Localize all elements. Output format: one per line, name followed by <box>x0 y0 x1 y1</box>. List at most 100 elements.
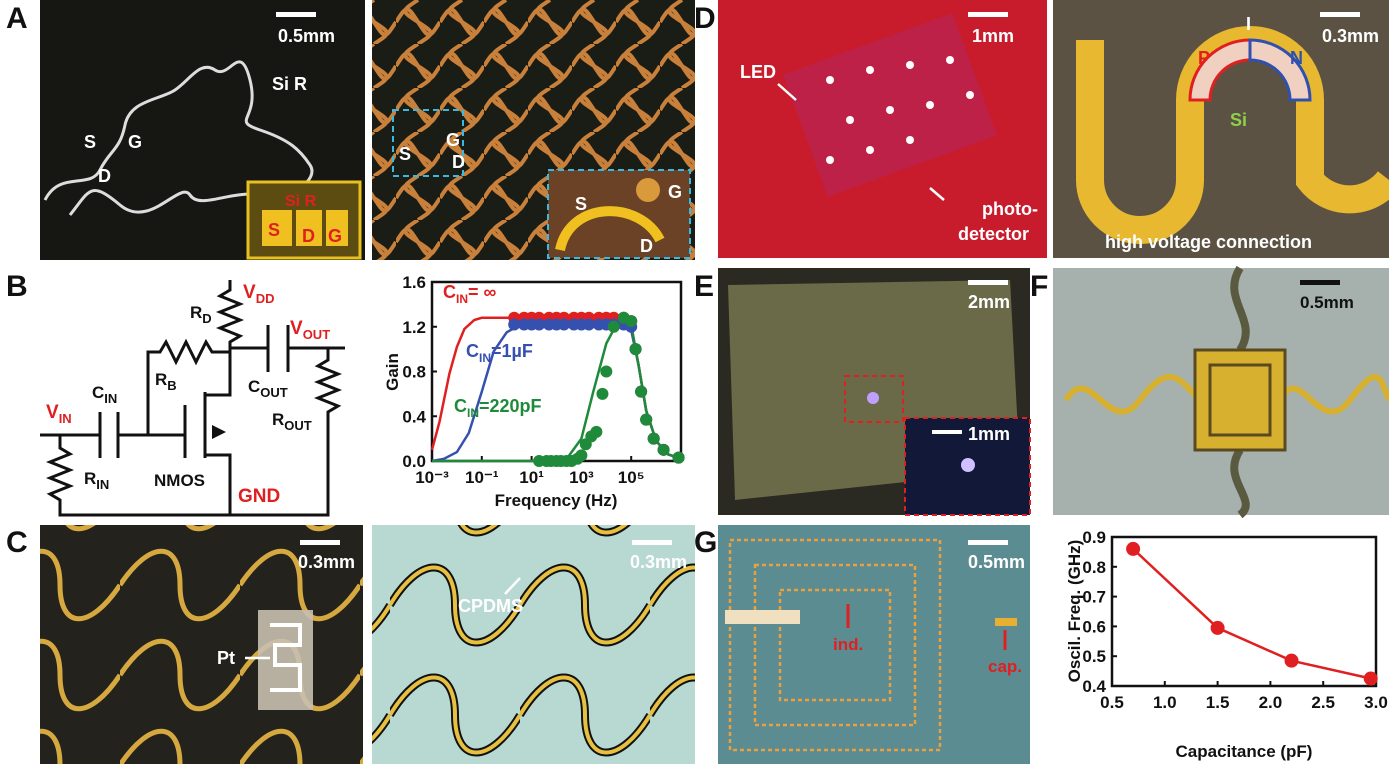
label: I <box>1246 14 1251 34</box>
inset-scale-bar-label: 1mm <box>968 424 1010 444</box>
series-label-base: C <box>443 282 456 302</box>
inset-label: D <box>302 226 315 246</box>
data-point <box>582 318 595 331</box>
circuit-label: NMOS <box>154 471 205 490</box>
circuit-label: GND <box>238 486 280 507</box>
panel-label: G <box>694 526 717 559</box>
series-label-base: C <box>466 341 479 361</box>
label: S <box>399 144 411 164</box>
circuit-label: COUT <box>248 377 288 400</box>
photo-e: 2mm 1mm <box>718 268 1031 516</box>
x-tick-label: 1.0 <box>1153 693 1177 712</box>
scale-bar-label: 0.5mm <box>968 552 1025 572</box>
y-tick-label: 0.6 <box>1082 617 1106 636</box>
label: Si R <box>272 74 307 94</box>
circuit-label: VIN <box>46 402 72 426</box>
data-point <box>640 413 653 426</box>
circuit-label: VOUT <box>290 318 330 342</box>
label: ind. <box>833 635 863 654</box>
y-tick-label: 0.8 <box>402 363 426 382</box>
panel-label: F <box>1030 270 1048 303</box>
data-point <box>635 385 648 398</box>
series-label-base: C <box>454 396 467 416</box>
data-point <box>672 451 685 464</box>
y-tick-label: 0.9 <box>1082 528 1106 547</box>
circuit-label: RIN <box>84 469 109 492</box>
label: CPDMS <box>458 596 523 616</box>
scale-bar-label: 0.5mm <box>278 26 335 46</box>
scale-bar-label: 0.5mm <box>1300 293 1354 312</box>
data-point <box>1363 671 1378 686</box>
panel-labels: A B C D E F G <box>6 2 1048 559</box>
label: D <box>98 166 111 186</box>
data-point <box>596 387 609 400</box>
series-label: CIN=1µF <box>466 341 533 365</box>
x-tick-label: 3.0 <box>1364 693 1388 712</box>
series-label: CIN=220pF <box>454 396 542 420</box>
photo-a-left: 0.5mm Si R S G D Si R S D G <box>40 0 365 260</box>
data-point <box>1126 541 1141 556</box>
data-point <box>533 318 546 331</box>
panel-label: D <box>694 2 716 35</box>
label: P <box>1198 48 1210 68</box>
y-tick-label: 1.6 <box>402 273 426 292</box>
label: cap. <box>988 657 1022 676</box>
circuit-label: RB <box>155 370 177 393</box>
data-point <box>1210 620 1225 635</box>
y-tick-label: 0.7 <box>1082 588 1106 607</box>
y-tick-label: 0.8 <box>1082 558 1106 577</box>
label: G <box>128 132 142 152</box>
circuit: VDD RD VOUT RB CIN COUT VIN ROUT RIN NMO… <box>40 280 345 517</box>
series-label-sub: IN <box>479 351 491 365</box>
x-tick-label: 10⁻³ <box>415 468 449 487</box>
inset-label: D <box>640 236 653 256</box>
data-point <box>625 315 638 328</box>
y-tick-label: 0.0 <box>402 452 426 471</box>
photo-d-right: 0.3mm I P N Si high voltage connection <box>1053 0 1389 258</box>
data-point <box>557 318 570 331</box>
scale-bar-label: 1mm <box>972 26 1014 46</box>
x-tick-label: 0.5 <box>1100 693 1124 712</box>
x-axis-label: Capacitance (pF) <box>1176 742 1313 761</box>
data-point <box>600 365 613 378</box>
panel-label: E <box>694 270 714 303</box>
data-line <box>1132 547 1371 680</box>
series-label: CIN= ∞ <box>443 282 497 306</box>
series-label-sub: IN <box>456 292 468 306</box>
inset-label: G <box>328 226 342 246</box>
scale-bar-label: 0.3mm <box>1322 26 1379 46</box>
scale-bar-label: 2mm <box>968 292 1010 312</box>
label: G <box>446 130 460 150</box>
inset-label: G <box>668 182 682 202</box>
y-tick-label: 0.4 <box>1082 677 1106 696</box>
photo-d-left: 1mm LED photo- detector <box>718 0 1047 258</box>
circuit-label: VDD <box>243 282 274 306</box>
photo-c-right: 0.3mm CPDMS <box>372 525 695 764</box>
circuit-label: RD <box>190 303 212 326</box>
photo-c-left: 0.3mm Pt <box>40 525 363 764</box>
data-point <box>1284 653 1299 668</box>
data-point <box>590 425 603 438</box>
plot-frame <box>1110 535 1378 688</box>
series-label-rest: = ∞ <box>468 282 497 302</box>
x-axis-label: Frequency (Hz) <box>495 491 618 510</box>
y-tick-label: 1.2 <box>402 318 426 337</box>
series-label-sub: IN <box>467 406 479 420</box>
label: S <box>84 132 96 152</box>
x-tick-label: 10⁻¹ <box>465 468 499 487</box>
series-label-rest: =220pF <box>479 396 542 416</box>
scale-bar-label: 0.3mm <box>298 552 355 572</box>
panel-label: B <box>6 270 28 303</box>
x-tick-label: 10⁵ <box>618 468 645 487</box>
y-tick-label: 0.4 <box>402 407 426 426</box>
x-tick-label: 10¹ <box>519 468 544 487</box>
inset-label: Si R <box>285 193 317 210</box>
x-tick-label: 2.0 <box>1259 693 1283 712</box>
scale-bar-label: 0.3mm <box>630 552 687 572</box>
data-point <box>575 449 588 462</box>
panel-label: A <box>6 2 28 35</box>
data-point <box>629 343 642 356</box>
y-tick-label: 0.5 <box>1082 647 1106 666</box>
label: N <box>1290 48 1303 68</box>
